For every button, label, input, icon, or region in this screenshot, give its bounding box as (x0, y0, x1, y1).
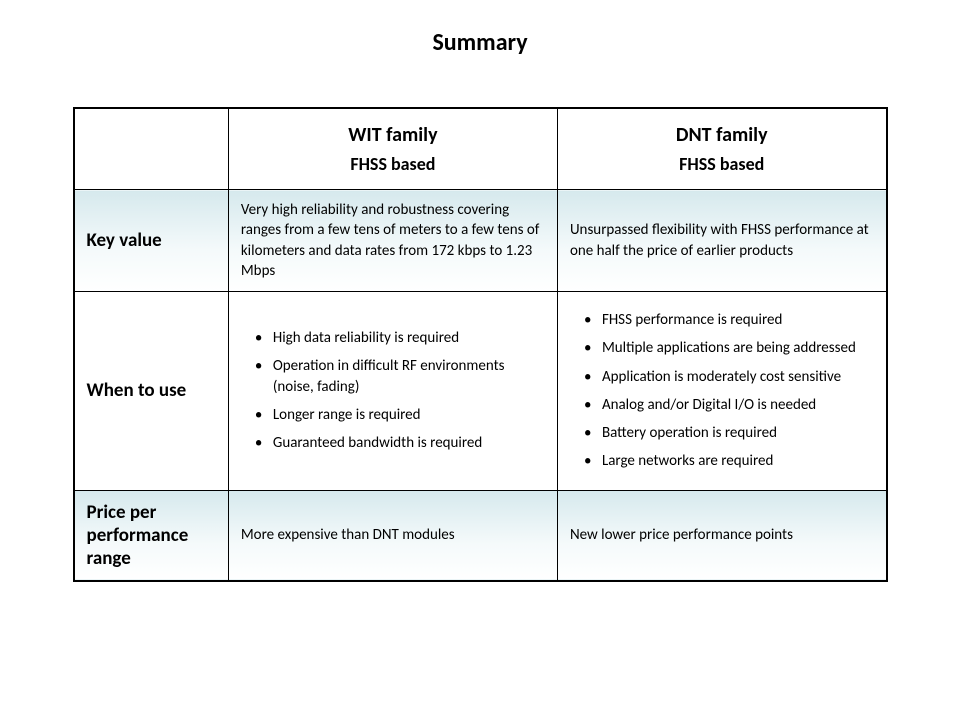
cell-when-to-use-dnt: FHSS performance is required Multiple ap… (557, 292, 886, 491)
table-header-row: WIT family FHSS based DNT family FHSS ba… (74, 108, 887, 190)
header-empty (74, 108, 229, 190)
cell-key-value-wit: Very high reliability and robustness cov… (228, 190, 557, 292)
list-item: Application is moderately cost sensitive (578, 367, 870, 387)
list-item: Operation in difficult RF environments (… (249, 356, 541, 397)
label-when-to-use: When to use (74, 292, 229, 491)
label-key-value: Key value (74, 190, 229, 292)
list-item: Guaranteed bandwidth is required (249, 433, 541, 453)
header-wit-main: WIT family (239, 123, 547, 147)
comparison-table: WIT family FHSS based DNT family FHSS ba… (73, 107, 888, 582)
list-when-to-use-wit: High data reliability is required Operat… (241, 328, 541, 453)
cell-price-dnt: New lower price performance points (557, 490, 886, 581)
list-item: Longer range is required (249, 405, 541, 425)
header-dnt-sub: FHSS based (568, 153, 876, 175)
list-item: Battery operation is required (578, 423, 870, 443)
list-item: Multiple applications are being addresse… (578, 338, 870, 358)
list-item: Large networks are required (578, 451, 870, 471)
row-key-value: Key value Very high reliability and robu… (74, 190, 887, 292)
list-item: FHSS performance is required (578, 310, 870, 330)
page-title: Summary (0, 0, 960, 107)
header-wit: WIT family FHSS based (228, 108, 557, 190)
row-when-to-use: When to use High data reliability is req… (74, 292, 887, 491)
header-dnt-main: DNT family (568, 123, 876, 147)
header-wit-sub: FHSS based (239, 153, 547, 175)
cell-price-wit: More expensive than DNT modules (228, 490, 557, 581)
row-price: Price per performance range More expensi… (74, 490, 887, 581)
list-when-to-use-dnt: FHSS performance is required Multiple ap… (570, 310, 870, 472)
header-dnt: DNT family FHSS based (557, 108, 886, 190)
cell-when-to-use-wit: High data reliability is required Operat… (228, 292, 557, 491)
cell-key-value-dnt: Unsurpassed flexibility with FHSS perfor… (557, 190, 886, 292)
list-item: Analog and/or Digital I/O is needed (578, 395, 870, 415)
list-item: High data reliability is required (249, 328, 541, 348)
label-price: Price per performance range (74, 490, 229, 581)
